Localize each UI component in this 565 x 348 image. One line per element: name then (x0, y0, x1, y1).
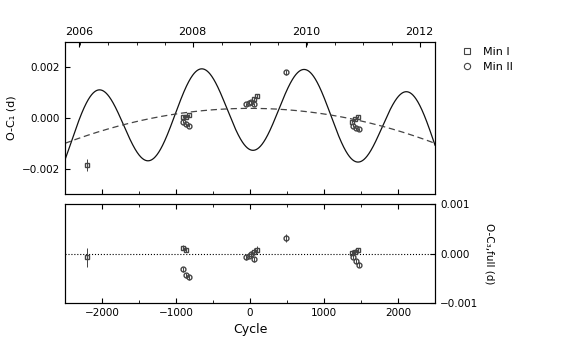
Y-axis label: O-C₁ (d): O-C₁ (d) (6, 96, 16, 140)
X-axis label: Cycle: Cycle (233, 323, 267, 336)
Legend: Min I, Min II: Min I, Min II (455, 47, 513, 72)
Y-axis label: O-C₃,full (d): O-C₃,full (d) (485, 223, 495, 284)
